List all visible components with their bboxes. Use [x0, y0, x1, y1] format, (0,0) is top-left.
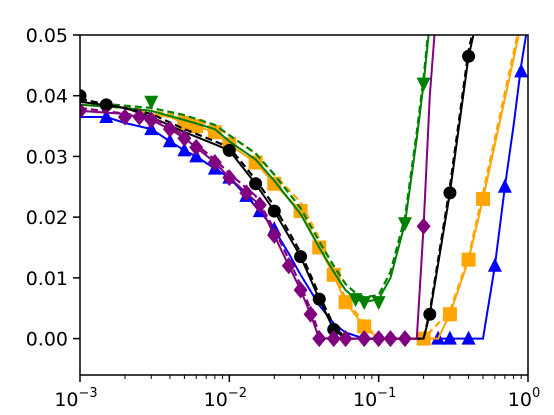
series-4-marker-12: [281, 257, 296, 275]
axis-layer: 0.00 0.01 0.02 0.03 0.04 0.05 10−3 10−2 10−1 100: [26, 25, 541, 411]
series-4-marker-22: [416, 217, 431, 235]
series-2-marker-4: [397, 217, 412, 232]
plot-frame: [79, 34, 529, 376]
series-4-marker-8: [222, 169, 237, 187]
series-3-marker-4: [267, 204, 281, 218]
series-0-marker-0: [99, 108, 114, 123]
x-tick-label-1: 10−2: [204, 386, 247, 411]
series-4-marker-17: [338, 330, 353, 348]
series-4-marker-5: [177, 129, 192, 147]
series-4-marker-4: [162, 120, 177, 138]
series-0-marker-2: [162, 133, 177, 148]
series-3-marker-0: [80, 89, 87, 103]
series-4-marker-6: [189, 138, 204, 156]
series-4-marker-2: [132, 108, 147, 126]
series-3-marker-6: [312, 292, 326, 306]
series-0-marker-13: [487, 257, 502, 272]
series-4-marker-16: [326, 330, 341, 348]
series-4-dashed-line: [80, 106, 328, 340]
series-4-marker-18: [357, 330, 372, 348]
series-3-marker-5: [294, 250, 308, 264]
series-4-marker-1: [117, 108, 132, 126]
series-3-marker-7: [327, 322, 341, 336]
series-3-marker-9: [443, 186, 457, 200]
series-1-marker-5: [267, 176, 282, 191]
series-4-marker-20: [383, 330, 398, 348]
series-0-marker-14: [497, 178, 512, 193]
series-3-dashed-line: [80, 35, 474, 340]
series-0-marker-12: [461, 330, 476, 345]
series-2-dashed-line: [80, 35, 430, 299]
x-tick-label-3: 100: [508, 386, 540, 411]
series-1-marker-10: [357, 319, 372, 334]
series-2-line: [80, 35, 430, 304]
series-4-marker-11: [267, 226, 282, 244]
series-3-marker-1: [99, 98, 113, 112]
series-4-marker-3: [144, 111, 159, 129]
y-tick-label-5: 0.05: [26, 25, 68, 47]
y-tick-label-3: 0.03: [26, 146, 68, 168]
series-4-marker-19: [371, 330, 386, 348]
series-1-marker-14: [476, 191, 491, 206]
x-tick-label-2: 10−1: [353, 386, 396, 411]
series-4-marker-21: [397, 330, 412, 348]
y-tick-label-1: 0.01: [26, 268, 68, 290]
series-4-marker-9: [239, 184, 254, 202]
series-3-marker-8: [423, 307, 437, 321]
series-1-marker-12: [442, 307, 457, 322]
series-3-marker-2: [222, 143, 236, 157]
y-tick-label-2: 0.02: [26, 207, 68, 229]
series-1-marker-13: [461, 252, 476, 267]
series-0-marker-15: [514, 63, 528, 78]
series-4: [80, 35, 436, 348]
y-tick-label-4: 0.04: [26, 86, 68, 108]
x-tick-label-0: 10−3: [54, 386, 97, 411]
series-4-marker-0: [80, 102, 87, 120]
series-4-marker-10: [252, 196, 267, 214]
series-3-marker-10: [462, 49, 476, 63]
series-4-marker-14: [303, 305, 318, 323]
series-2-marker-0: [144, 95, 159, 110]
series-3-marker-3: [249, 177, 263, 191]
series-4-marker-7: [207, 154, 222, 171]
series-1-marker-9: [338, 295, 353, 310]
series-2-marker-2: [357, 296, 372, 311]
series-4-marker-13: [293, 281, 308, 299]
series-0-marker-3: [177, 142, 192, 157]
series-2-marker-5: [416, 77, 431, 92]
y-tick-label-0: 0.00: [26, 329, 68, 351]
series-0-marker-11: [442, 330, 457, 345]
series-4-marker-15: [312, 330, 327, 348]
series-2-marker-3: [371, 296, 386, 311]
series-layer: [80, 35, 528, 348]
series-2: [80, 35, 431, 311]
